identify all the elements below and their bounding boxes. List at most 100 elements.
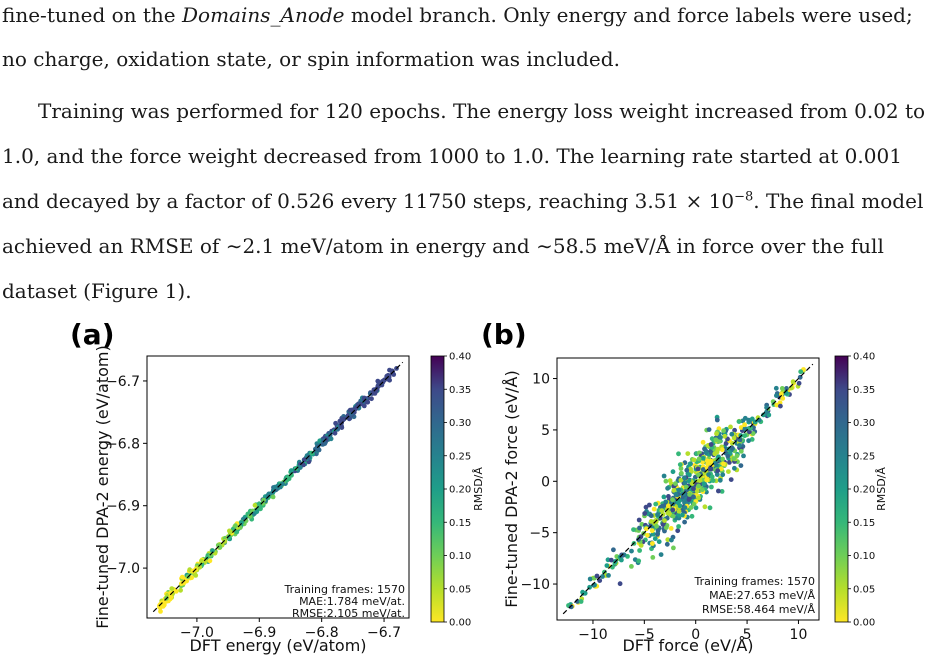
scatter-point (784, 386, 789, 391)
scatter-point (706, 427, 712, 432)
colorbar-tick-label: 0.35 (853, 385, 875, 396)
scatter-point (731, 456, 737, 461)
scatter-point (594, 573, 600, 579)
scatter-point (721, 461, 726, 467)
scatter-point (700, 459, 705, 465)
scatter-point (648, 519, 654, 524)
scatter-point (651, 506, 657, 512)
scatter-point (671, 488, 677, 493)
scatter-point (676, 508, 682, 514)
scatter-point (714, 431, 719, 437)
colorbar-label-a: RMSD/Å (472, 467, 485, 511)
scatter-point (662, 518, 667, 523)
scatter-point (708, 442, 714, 447)
colorbar-tick-label: 0.25 (853, 451, 875, 462)
scatter-point (333, 420, 338, 426)
scatter-point (717, 477, 723, 483)
scatter-point (746, 438, 751, 444)
scatter-point (695, 466, 701, 472)
colorbar-tick-label: 0.00 (853, 618, 875, 629)
scatter-point (701, 467, 706, 472)
y-tick-label: −10 (520, 577, 550, 593)
x-tick-label: 0 (691, 627, 700, 643)
colorbar-a (430, 355, 445, 623)
scatter-point (682, 500, 687, 506)
scatter-point (252, 502, 258, 508)
scatter-point (673, 481, 678, 486)
scatter-point (233, 523, 238, 529)
scatter-point (663, 525, 669, 530)
scatter-point (254, 509, 260, 514)
y-tick-label: −7.0 (106, 561, 140, 577)
scatter-point (261, 497, 266, 503)
scatter-point (387, 367, 392, 373)
scatter-point (302, 457, 307, 462)
scatter-point (647, 502, 652, 508)
scatter-point (158, 609, 163, 614)
scatter-point (778, 403, 783, 409)
scatter-point (665, 510, 671, 516)
text-line-3: Training was performed for 120 epochs. T… (38, 99, 926, 123)
scatter-point (655, 512, 660, 517)
scatter-point (270, 494, 276, 500)
scatter-point (684, 467, 690, 473)
colorbar-tick-label: 0.10 (853, 551, 875, 562)
scatter-point (707, 505, 713, 511)
scatter-point (680, 512, 685, 518)
scatter-point (737, 443, 742, 448)
colorbar-tick-label: 0.10 (449, 551, 471, 562)
scatter-point (642, 511, 648, 516)
scatter-point (227, 528, 232, 534)
scatter-point (239, 520, 244, 525)
panel-label-b: (b) (481, 318, 527, 351)
scatter-point (702, 446, 707, 452)
scatter-point (199, 558, 204, 564)
scatter-point (708, 465, 713, 471)
scatter-point (643, 504, 649, 510)
scatter-point (673, 492, 679, 497)
ylabel-a: Fine-tuned DPA-2 energy (eV/atom) (93, 345, 112, 628)
scatter-point (722, 433, 728, 439)
scatter-point (636, 517, 642, 523)
scatter-point (606, 573, 611, 578)
y-tick-label: −6.7 (106, 374, 140, 390)
colorbar-tick-label: 0.15 (853, 518, 875, 529)
scatter-point (798, 369, 804, 375)
scatter-point (749, 437, 755, 442)
scatter-point (654, 523, 659, 529)
scatter-point (718, 435, 723, 440)
y-tick-label: −5 (529, 526, 550, 542)
scatter-point (644, 526, 649, 532)
colorbar-ticks-b: 0.00 0.05 0.10 0.15 0.20 0.25 0.30 0.35 0.40 (848, 352, 875, 629)
scatter-point (578, 599, 584, 604)
ylabel-b: Fine-tuned DPA-2 force (eV/Å) (502, 370, 521, 607)
scatter-point (168, 590, 173, 596)
scatter-point (706, 472, 711, 477)
scatter-point (732, 465, 737, 471)
scatter-point (697, 478, 703, 483)
scatter-point (764, 409, 769, 415)
scatter-point (704, 477, 710, 483)
scatter-point (679, 470, 684, 476)
scatter-point (749, 416, 755, 422)
x-tick-label: −10 (578, 627, 608, 643)
scatter-point (667, 478, 673, 484)
scatter-point (190, 568, 196, 574)
scatter-point (207, 558, 213, 564)
scatter-point (568, 604, 574, 610)
scatter-point (173, 588, 179, 594)
scatter-point (665, 503, 671, 509)
scatter-point (659, 508, 665, 513)
scatter-point (725, 453, 731, 459)
scatter-point (691, 494, 696, 500)
scatter-point (638, 543, 644, 548)
scatter-point (696, 456, 702, 462)
scatter-point (696, 483, 701, 489)
scatter-point (636, 537, 641, 542)
scatter-point (668, 526, 674, 531)
scatter-point (210, 548, 215, 553)
scatter-point (608, 557, 614, 563)
text-line-7: dataset (Figure 1). (2, 279, 192, 303)
text-line-5: and decayed by a factor of 0.526 every 1… (2, 189, 924, 213)
scatter-point (726, 469, 731, 474)
